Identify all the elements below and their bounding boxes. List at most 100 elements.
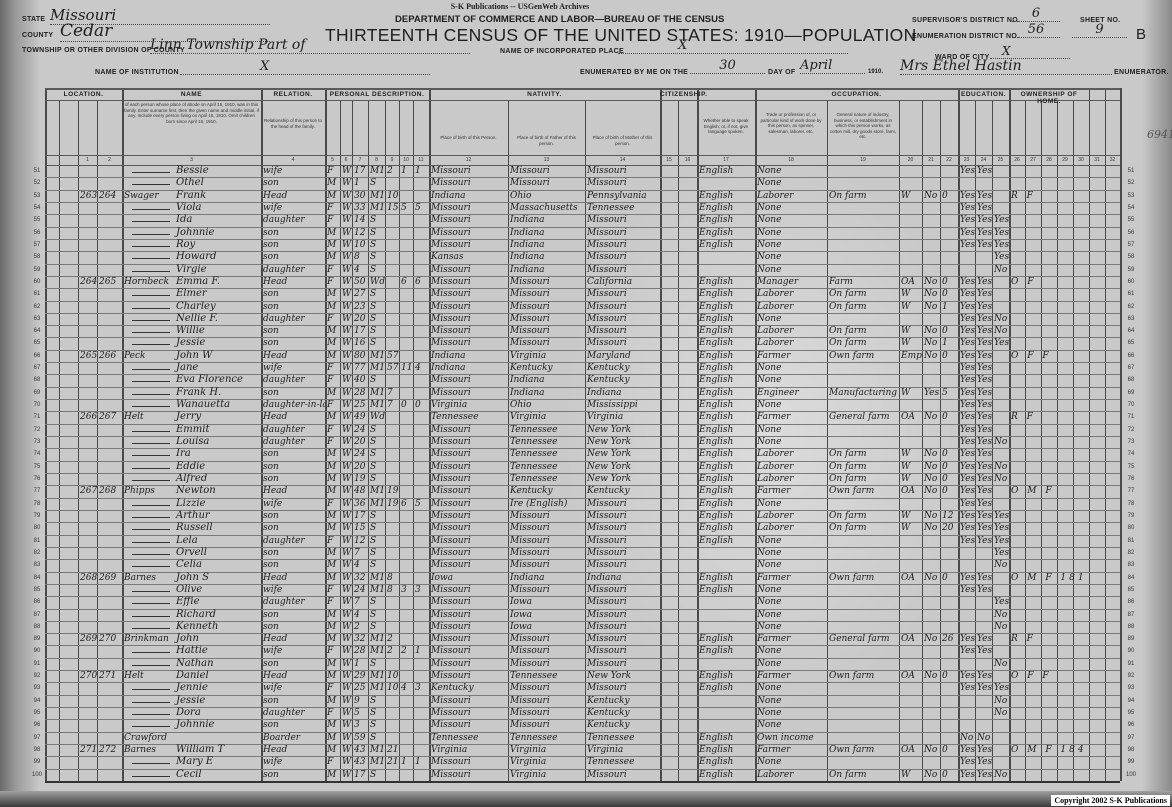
grid-row-line — [45, 201, 1120, 203]
surname-repeat-dash — [132, 701, 170, 703]
column-number: 24 — [980, 157, 987, 163]
age: 17 — [354, 166, 366, 176]
can-write: Yes — [977, 584, 992, 595]
surname-repeat-dash — [132, 208, 170, 210]
age: 12 — [354, 535, 366, 546]
line-number-left: 75 — [33, 463, 41, 470]
line-number-left: 60 — [33, 278, 41, 285]
grid-row-line — [45, 768, 1120, 770]
weeks-out-of-work: 0 — [942, 289, 948, 300]
occupation-trade: Farmer — [757, 745, 791, 756]
weeks-out-of-work: 26 — [942, 634, 954, 645]
can-write: Yes — [977, 350, 992, 361]
relation: Boarder — [263, 732, 301, 743]
column-number: 26 — [1014, 157, 1020, 163]
father-birthplace: Missouri — [510, 301, 550, 312]
language: English — [699, 412, 734, 423]
birthplace: Missouri — [431, 326, 471, 337]
sex: M — [327, 301, 337, 312]
years-married: 10 — [387, 190, 399, 201]
can-read: Yes — [960, 202, 975, 213]
attended-school: Yes — [994, 252, 1009, 263]
mother-birthplace: New York — [587, 449, 632, 460]
grid-column-line — [1057, 100, 1058, 781]
children-born: 3 — [401, 584, 407, 595]
children-born: 6 — [401, 276, 407, 287]
occupation-trade: Laborer — [757, 449, 794, 460]
attended-school: Yes — [994, 510, 1009, 521]
given-name: Richard — [176, 608, 216, 620]
employer-status: W — [901, 326, 911, 337]
grid-column-line — [352, 100, 353, 781]
sex: M — [327, 412, 337, 423]
surname-repeat-dash — [132, 504, 170, 506]
attended-school: Yes — [994, 227, 1009, 238]
mother-birthplace: Missouri — [587, 769, 627, 780]
line-number-left: 83 — [33, 562, 41, 569]
language: English — [699, 510, 734, 521]
age: 49 — [354, 412, 366, 423]
surname-repeat-dash — [132, 270, 170, 272]
sex: M — [327, 227, 337, 238]
incorporated-value: X — [618, 38, 848, 54]
children-living: 1 — [415, 166, 421, 176]
father-birthplace: Missouri — [510, 510, 550, 521]
age: 4 — [354, 264, 360, 275]
mother-birthplace: Kentucky — [587, 363, 630, 374]
color: W — [342, 313, 352, 324]
grid-column-line — [78, 100, 79, 781]
home-ownership: R F — [1011, 190, 1036, 201]
sex: M — [327, 523, 337, 534]
mother-birthplace: Missouri — [587, 609, 627, 620]
out-of-work: No — [924, 523, 938, 534]
marital-status: S — [370, 313, 377, 324]
given-name: William T — [176, 744, 225, 756]
marital-status: M1 — [370, 745, 385, 756]
birthplace: Missouri — [431, 178, 471, 189]
grid-row-line — [45, 460, 1120, 462]
father-birthplace: Kentucky — [510, 486, 553, 497]
occupation-industry: On farm — [829, 769, 867, 780]
birthplace: Missouri — [431, 658, 471, 669]
out-of-work: No — [924, 572, 938, 583]
out-of-work: No — [924, 474, 938, 484]
occupation-industry: Own farm — [829, 671, 875, 682]
father-birthplace: Missouri — [510, 658, 550, 669]
relation: daughter — [263, 264, 305, 275]
occupation-industry: On farm — [829, 510, 867, 521]
color: W — [342, 634, 352, 645]
grid-row-line — [45, 559, 1120, 561]
marital-status: S — [370, 720, 377, 731]
line-number-right: 69 — [1127, 389, 1135, 396]
line-number-right: 65 — [1127, 340, 1135, 347]
mother-birthplace: Mississippi — [587, 400, 638, 411]
birthplace: Missouri — [431, 461, 471, 472]
surname-repeat-dash — [132, 233, 170, 235]
mother-birthplace: Kentucky — [587, 486, 630, 497]
occupation-industry: On farm — [829, 190, 867, 201]
marital-status: M1 — [370, 387, 385, 398]
mother-birthplace: Missouri — [587, 252, 627, 263]
occupation-trade: Laborer — [757, 301, 794, 312]
language: English — [699, 535, 734, 546]
line-number-left: 96 — [33, 722, 41, 729]
line-number-left: 59 — [33, 266, 41, 273]
age: 8 — [354, 252, 360, 263]
age: 48 — [354, 486, 366, 497]
weeks-out-of-work: 0 — [942, 572, 948, 583]
line-number-right: 66 — [1127, 352, 1135, 359]
occupation-trade: None — [757, 215, 782, 226]
out-of-work: No — [924, 671, 938, 682]
sex: M — [327, 769, 337, 780]
relation: Head — [263, 671, 288, 682]
employer-status: OA — [901, 745, 915, 756]
surname-repeat-dash — [132, 245, 170, 247]
attended-school: No — [994, 658, 1008, 669]
grid-row-line — [45, 473, 1120, 474]
margin-note: 6941 — [1147, 128, 1172, 141]
grid-row-line — [45, 312, 1120, 314]
occupation-trade: None — [757, 239, 782, 250]
can-read: Yes — [960, 745, 975, 756]
line-number-left: 52 — [33, 180, 41, 187]
can-write: Yes — [977, 683, 992, 694]
